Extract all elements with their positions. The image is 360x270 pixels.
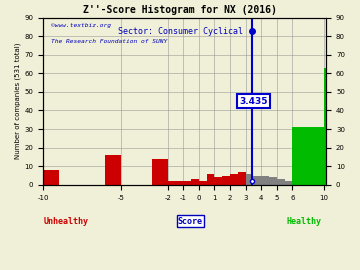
Bar xyxy=(168,181,183,185)
Text: Score: Score xyxy=(178,217,203,226)
Text: Healthy: Healthy xyxy=(286,217,321,226)
Bar xyxy=(238,172,246,185)
Bar xyxy=(222,176,230,185)
Bar xyxy=(215,177,222,185)
Bar xyxy=(277,179,284,185)
Bar xyxy=(43,170,59,185)
Bar xyxy=(230,174,238,185)
Text: 3.435: 3.435 xyxy=(239,97,268,106)
Bar xyxy=(246,174,253,185)
Bar xyxy=(292,127,324,185)
Bar xyxy=(207,174,215,185)
Bar xyxy=(326,88,329,185)
Bar xyxy=(253,176,261,185)
Bar xyxy=(199,181,207,185)
Text: Z''-Score Histogram for NX (2016): Z''-Score Histogram for NX (2016) xyxy=(83,5,277,15)
Bar xyxy=(292,177,300,185)
Bar xyxy=(183,181,191,185)
Bar xyxy=(324,68,326,185)
Y-axis label: Number of companies (531 total): Number of companies (531 total) xyxy=(15,43,22,160)
Bar xyxy=(269,177,277,185)
Bar xyxy=(284,181,292,185)
Text: ©www.textbiz.org: ©www.textbiz.org xyxy=(51,22,112,28)
Text: The Research Foundation of SUNY: The Research Foundation of SUNY xyxy=(51,39,168,44)
Text: Unhealthy: Unhealthy xyxy=(43,217,88,226)
Bar xyxy=(261,176,269,185)
Bar xyxy=(105,155,121,185)
Bar xyxy=(152,159,168,185)
Text: Sector: Consumer Cyclical: Sector: Consumer Cyclical xyxy=(117,27,243,36)
Bar xyxy=(191,179,199,185)
